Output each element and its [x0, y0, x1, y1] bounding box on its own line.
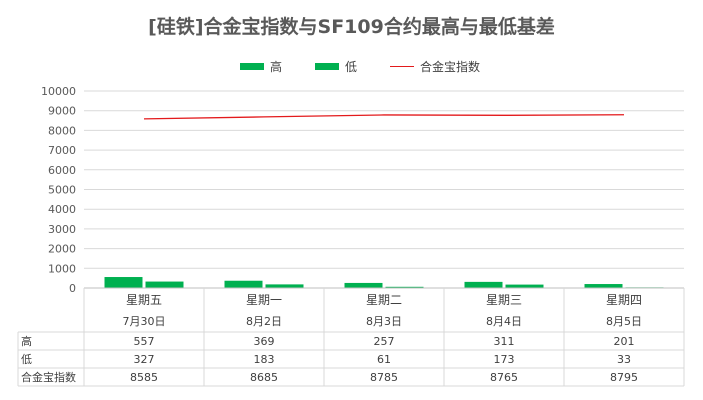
- x-category-label: 星期二: [366, 293, 402, 307]
- chart-title: [硅铁]合金宝指数与SF109合约最高与最低基差: [148, 16, 555, 38]
- x-date-label: 8月5日: [606, 315, 642, 328]
- table-cell: 201: [614, 335, 635, 348]
- y-tick-label: 10000: [41, 85, 76, 98]
- legend-swatch-high: [240, 63, 264, 70]
- table-cell: 311: [494, 335, 515, 348]
- bar-high: [464, 281, 503, 288]
- y-tick-label: 0: [69, 282, 76, 295]
- legend-label-low: 低: [345, 60, 358, 74]
- table-cell: 8685: [250, 371, 278, 384]
- y-tick-label: 6000: [48, 164, 76, 177]
- bar-low: [505, 284, 544, 288]
- x-category-label: 星期五: [126, 293, 162, 307]
- y-tick-label: 2000: [48, 243, 76, 256]
- table-cell: 369: [254, 335, 275, 348]
- x-date-label: 8月4日: [486, 315, 522, 328]
- bar-high: [584, 284, 623, 288]
- x-category-label: 星期三: [486, 293, 522, 307]
- x-date-label: 7月30日: [123, 315, 166, 328]
- table-cell: 8795: [610, 371, 638, 384]
- table-cell: 8785: [370, 371, 398, 384]
- bar-high: [104, 277, 143, 288]
- legend-swatch-index: [390, 66, 414, 67]
- y-tick-label: 5000: [48, 184, 76, 197]
- x-category-label: 星期一: [246, 293, 282, 307]
- x-date-label: 8月3日: [366, 315, 402, 328]
- table-cell: 173: [494, 353, 515, 366]
- y-tick-label: 4000: [48, 203, 76, 216]
- x-category-label: 星期四: [606, 293, 642, 307]
- table-cell: 33: [617, 353, 631, 366]
- bar-low: [145, 281, 184, 288]
- y-tick-label: 1000: [48, 262, 76, 275]
- table-cell: 183: [254, 353, 275, 366]
- bar-high: [344, 282, 383, 288]
- table-cell: 327: [134, 353, 155, 366]
- bar-low: [385, 286, 424, 288]
- table-cell: 61: [377, 353, 391, 366]
- legend-label-index: 合金宝指数: [420, 60, 481, 74]
- x-date-label: 8月2日: [246, 315, 282, 328]
- table-row-header: 低: [21, 353, 32, 366]
- y-tick-label: 8000: [48, 124, 76, 137]
- table-row-header: 合金宝指数: [21, 370, 76, 384]
- table-cell: 557: [134, 335, 155, 348]
- table-cell: 8585: [130, 371, 158, 384]
- chart-legend: 高 低 合金宝指数: [0, 58, 703, 76]
- legend-label-high: 高: [270, 60, 283, 74]
- table-cell: 257: [374, 335, 395, 348]
- index-line: [143, 114, 625, 120]
- bar-high: [224, 280, 263, 288]
- y-tick-label: 3000: [48, 223, 76, 236]
- y-tick-label: 9000: [48, 105, 76, 118]
- y-tick-label: 7000: [48, 144, 76, 157]
- bar-low: [265, 284, 304, 288]
- table-row-header: 高: [21, 334, 32, 348]
- legend-swatch-low: [315, 63, 339, 70]
- table-cell: 8765: [490, 371, 518, 384]
